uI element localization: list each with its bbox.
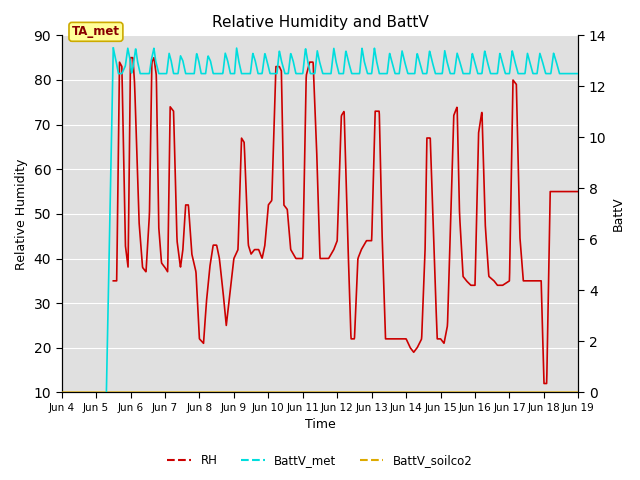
Y-axis label: Relative Humidity: Relative Humidity (15, 158, 28, 270)
Title: Relative Humidity and BattV: Relative Humidity and BattV (212, 15, 428, 30)
Text: TA_met: TA_met (72, 25, 120, 38)
X-axis label: Time: Time (305, 419, 335, 432)
Legend: RH, BattV_met, BattV_soilco2: RH, BattV_met, BattV_soilco2 (163, 449, 477, 472)
Y-axis label: BattV: BattV (612, 197, 625, 231)
